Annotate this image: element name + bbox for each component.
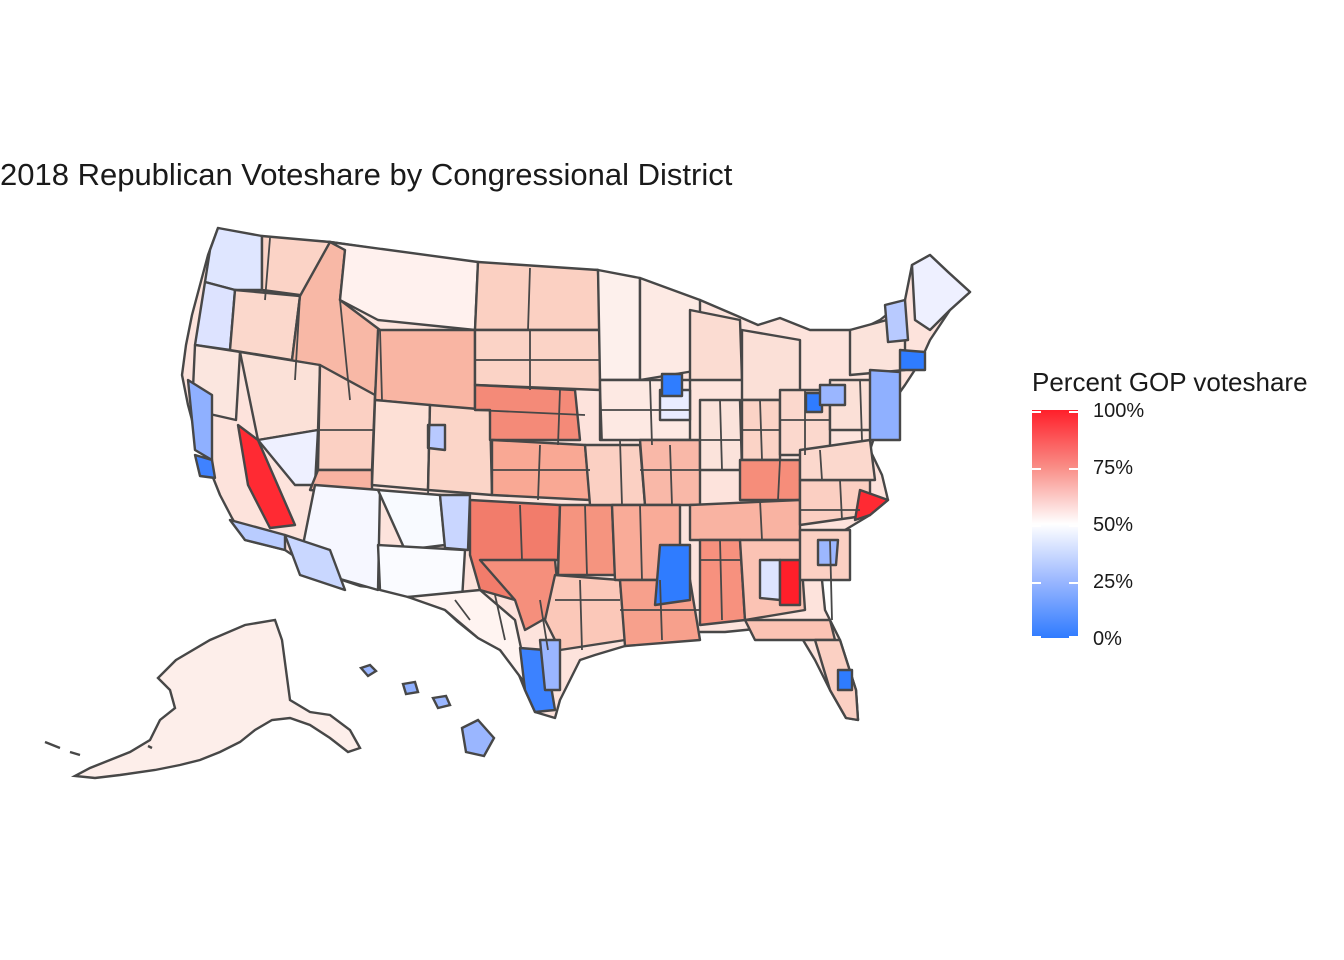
district-hi-oahu [401,680,420,696]
legend-tick-label: 25% [1093,571,1134,593]
legend-color-bar [1032,410,1078,638]
district-or-2 [228,288,302,362]
legend-tick-mark [1032,636,1041,638]
district-co-denver [426,423,447,452]
district-pa-philly [818,383,847,407]
legend-tick-mark [1069,468,1078,470]
district-nm-3 [438,493,472,552]
district-borders [239,237,863,651]
legend-tick-label: 100% [1093,400,1145,422]
district-oh-cleveland [804,391,824,414]
district-az-south [283,533,347,592]
district-wy [373,328,477,412]
district-nd [473,260,602,332]
district-fl [813,638,860,722]
district-mn-west [596,268,642,382]
district-hi-1 [358,663,378,678]
district-fl-north [743,618,837,642]
district-ca-la [193,453,217,480]
district-ma [898,348,927,372]
district-ca-bay [186,378,214,462]
district-il-north [660,372,684,398]
legend-tick-mark [1069,411,1078,413]
legend-tick-label: 50% [1093,514,1134,536]
district-sc-6 [816,538,840,567]
district-fl-south [836,668,854,692]
district-co-west [370,398,432,492]
district-me [910,253,972,332]
district-ga-5 [758,558,782,602]
map-title: 2018 Republican Voteshare by Congression… [0,157,733,192]
district-wa-west [203,226,264,292]
district-mo-west [583,443,647,507]
legend-title: Percent GOP voteshare [1032,367,1308,397]
district-ak [70,618,362,780]
legend-tick-label: 75% [1093,457,1134,479]
district-ak-aleutians [44,740,153,757]
district-va [798,438,877,482]
legend-tick-mark [1069,525,1078,527]
district-wi [688,308,744,382]
district-tx-rio [538,638,562,692]
legend-tick-mark [1032,468,1041,470]
legend-tick-mark [1032,525,1041,527]
legend-tick-mark [1032,411,1041,413]
legend-tick-label: 0% [1093,628,1122,650]
district-nyc [868,368,902,442]
district-tn [688,498,802,542]
district-ca-4 [236,423,297,530]
district-ms-2 [653,543,692,607]
district-ny-21 [883,298,910,344]
district-hi-big [460,718,496,758]
district-tx-central [543,573,627,652]
legend-tick-mark [1069,582,1078,584]
legend-tick-mark [1069,636,1078,638]
legend-tick-mark [1032,582,1041,584]
district-ca-south [228,518,287,552]
district-ga-8 [778,558,802,607]
district-hi-maui [431,694,452,710]
district-ky-5 [738,458,802,502]
